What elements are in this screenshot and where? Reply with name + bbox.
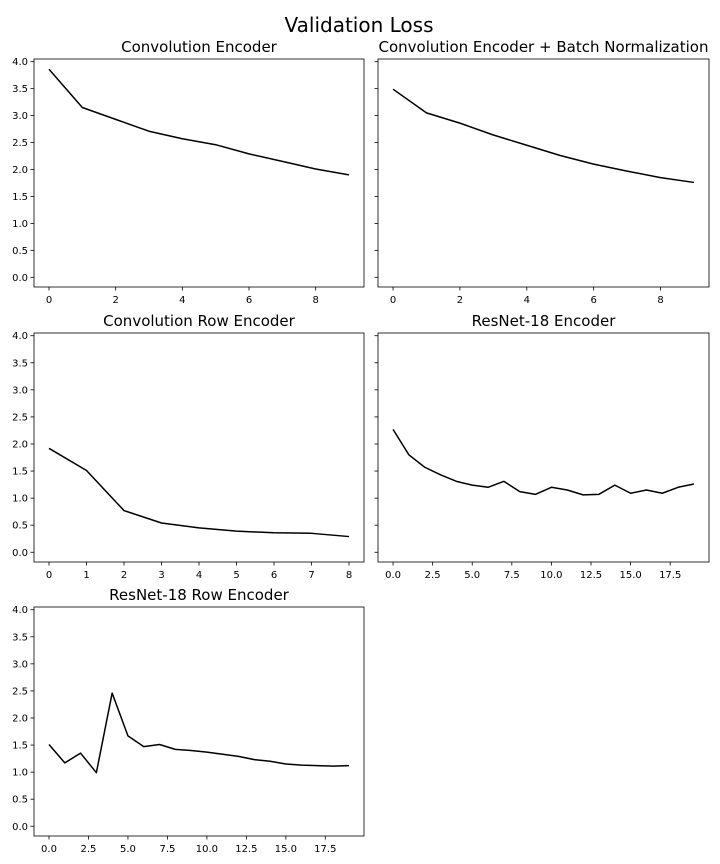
y-tick-label: 2.0 — [12, 165, 28, 176]
y-tick-label: 2.5 — [12, 686, 28, 697]
x-tick-label: 5.0 — [120, 844, 136, 855]
x-tick-label: 2.5 — [425, 570, 441, 581]
x-tick-label: 8 — [312, 295, 318, 306]
y-tick-label: 1.0 — [12, 219, 28, 230]
panel-title-resnet18-row-encoder: ResNet-18 Row Encoder — [109, 586, 290, 604]
y-tick-label: 0.0 — [12, 273, 28, 284]
x-tick-label: 2 — [457, 295, 463, 306]
x-tick-label: 7 — [308, 570, 314, 581]
x-tick-label: 0 — [390, 295, 396, 306]
axes-frame — [33, 606, 365, 837]
y-tick-label: 4.0 — [12, 57, 28, 68]
panel-convolution-encoder-batchnorm: Convolution Encoder + Batch Normalizatio… — [374, 38, 710, 306]
x-tick-label: 1 — [83, 570, 89, 581]
y-tick-label: 0.0 — [12, 822, 28, 833]
y-tick-label: 3.0 — [12, 659, 28, 670]
x-tick-label: 2.5 — [81, 844, 97, 855]
y-tick-label: 1.5 — [12, 467, 28, 478]
x-tick-label: 0 — [46, 295, 52, 306]
x-tick-label: 4 — [179, 295, 185, 306]
y-tick-label: 0.5 — [12, 521, 28, 532]
loss-line-resnet18-encoder — [392, 428, 695, 496]
y-tick-label: 3.0 — [12, 111, 28, 122]
axes-frame — [377, 58, 710, 288]
x-tick-label: 6 — [590, 295, 596, 306]
panel-title-resnet18-encoder: ResNet-18 Encoder — [472, 312, 617, 330]
y-tick-label: 0.5 — [12, 246, 28, 257]
panel-title-convolution-encoder-batchnorm: Convolution Encoder + Batch Normalizatio… — [379, 38, 709, 56]
x-tick-label: 3 — [158, 570, 164, 581]
x-tick-label: 5.0 — [464, 570, 480, 581]
x-tick-label: 6 — [271, 570, 277, 581]
y-tick-label: 2.0 — [12, 439, 28, 450]
x-tick-label: 8 — [657, 295, 663, 306]
x-tick-label: 6 — [246, 295, 252, 306]
x-tick-label: 15.0 — [275, 844, 297, 855]
y-tick-label: 3.0 — [12, 385, 28, 396]
x-tick-label: 2 — [121, 570, 127, 581]
x-tick-label: 2 — [112, 295, 118, 306]
y-tick-label: 0.0 — [12, 548, 28, 559]
x-tick-label: 5 — [233, 570, 239, 581]
x-tick-label: 12.5 — [235, 844, 257, 855]
loss-line-convolution-encoder — [48, 68, 350, 176]
panel-resnet18-row-encoder: ResNet-18 Row Encoder 0.0 0.5 1.0 1.5 2.0 2.5 3… — [12, 586, 365, 855]
x-tick-label: 4 — [524, 295, 530, 306]
y-tick-label: 1.5 — [12, 741, 28, 752]
axes-frame — [33, 332, 365, 563]
y-tick-label: 0.5 — [12, 795, 28, 806]
panel-title-convolution-encoder: Convolution Encoder — [121, 38, 278, 56]
panel-title-convolution-row-encoder: Convolution Row Encoder — [103, 312, 296, 330]
figure-title: Validation Loss — [285, 13, 434, 37]
panel-resnet18-encoder: ResNet-18 Encoder 0.0 2.5 5.0 7.5 10.0 12.5 15.… — [374, 312, 710, 581]
x-tick-label: 7.5 — [504, 570, 520, 581]
x-tick-label: 12.5 — [580, 570, 602, 581]
x-tick-label: 10.0 — [196, 844, 218, 855]
y-tick-label: 1.0 — [12, 768, 28, 779]
x-tick-label: 0.0 — [41, 844, 57, 855]
y-tick-label: 4.0 — [12, 331, 28, 342]
panel-convolution-encoder: Convolution Encoder 0.0 0.5 1.0 1.5 2.0 2.5 3.0… — [12, 38, 365, 306]
x-tick-label: 17.5 — [314, 844, 336, 855]
y-tick-label: 2.5 — [12, 138, 28, 149]
y-tick-label: 4.0 — [12, 605, 28, 616]
y-tick-label: 3.5 — [12, 632, 28, 643]
y-tick-label: 3.5 — [12, 84, 28, 95]
x-tick-label: 4 — [196, 570, 202, 581]
loss-line-resnet18-row-encoder — [48, 692, 350, 774]
axes-frame — [33, 58, 365, 288]
loss-line-convolution-encoder-batchnorm — [392, 88, 695, 184]
x-tick-label: 17.5 — [659, 570, 681, 581]
x-tick-label: 15.0 — [619, 570, 641, 581]
axes-frame — [377, 332, 710, 563]
x-tick-label: 7.5 — [159, 844, 175, 855]
x-tick-label: 0.0 — [385, 570, 401, 581]
y-tick-label: 1.5 — [12, 192, 28, 203]
x-tick-label: 8 — [346, 570, 352, 581]
y-tick-label: 1.0 — [12, 494, 28, 505]
x-tick-label: 10.0 — [540, 570, 562, 581]
panel-convolution-row-encoder: Convolution Row Encoder 0.0 0.5 1.0 1.5 2.0 2.… — [12, 312, 365, 581]
x-tick-label: 0 — [46, 570, 52, 581]
y-tick-label: 3.5 — [12, 358, 28, 369]
y-tick-label: 2.0 — [12, 713, 28, 724]
y-tick-label: 2.5 — [12, 412, 28, 423]
loss-line-convolution-row-encoder — [48, 447, 350, 538]
